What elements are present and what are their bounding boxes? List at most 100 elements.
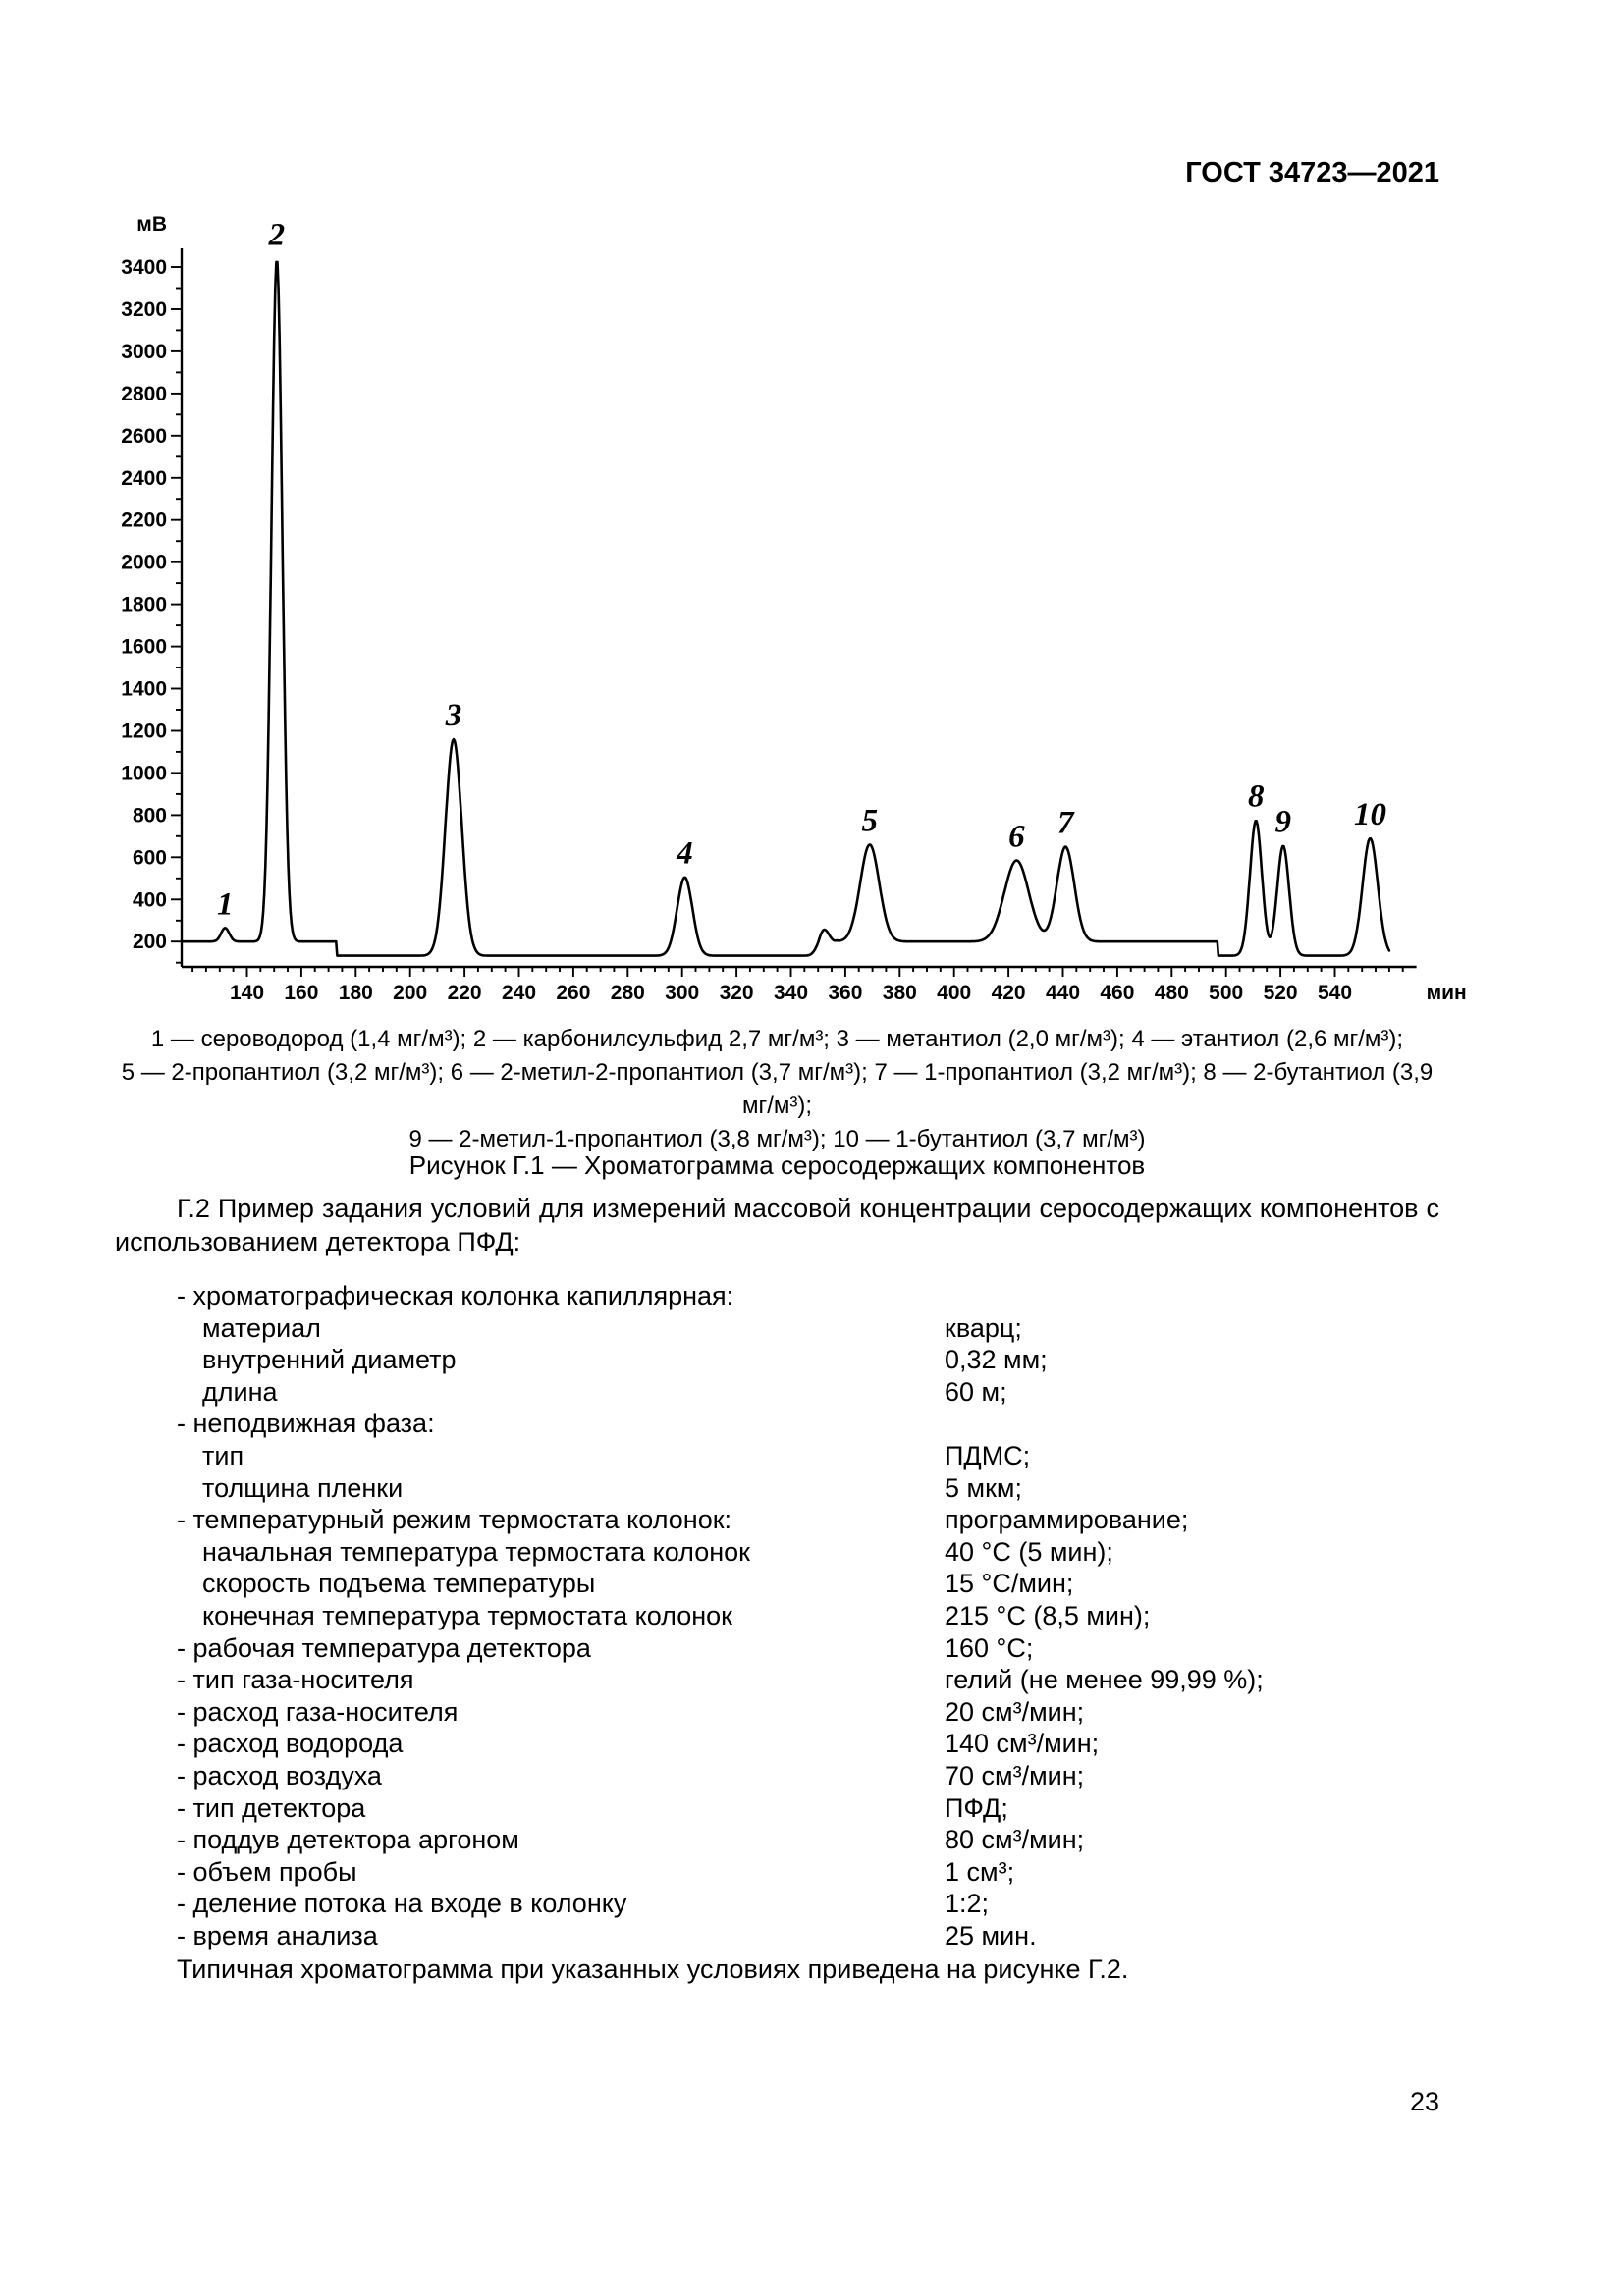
spec-label: - расход газа-носителя (177, 1696, 459, 1727)
svg-text:6: 6 (1008, 820, 1025, 855)
spec-row: длина 60 м; (115, 1376, 1439, 1409)
svg-text:3400: 3400 (121, 256, 167, 279)
chromatogram-svg: 2004006008001000120014001600180020002200… (121, 213, 1467, 1004)
spec-row: - объем пробы 1 см³; (115, 1856, 1439, 1889)
svg-text:440: 440 (1046, 982, 1080, 1004)
svg-text:3: 3 (445, 698, 462, 733)
spec-label: - неподвижная фаза: (177, 1409, 435, 1439)
svg-text:1000: 1000 (121, 762, 167, 784)
spec-row: скорость подъема температуры 15 °С/мин; (115, 1568, 1439, 1600)
spec-label: - тип газа-носителя (177, 1665, 414, 1695)
spec-label: - время анализа (177, 1920, 378, 1950)
figure-legend-line: 5 — 2-пропантиол (3,2 мг/м³); 6 — 2-мети… (121, 1059, 1434, 1119)
spec-list: - хроматографическая колонка капиллярная… (115, 1280, 1439, 1951)
svg-text:мин: мин (1427, 982, 1467, 1004)
spec-value: 80 см³/мин; (945, 1825, 1085, 1855)
svg-text:мВ: мВ (136, 213, 167, 236)
svg-text:600: 600 (133, 846, 167, 869)
spec-value: 60 м; (945, 1376, 1007, 1407)
spec-row: конечная температура термостата колонок 2… (115, 1600, 1439, 1632)
svg-text:380: 380 (883, 982, 917, 1004)
spec-label: - рабочая температура детектора (177, 1632, 591, 1663)
svg-text:520: 520 (1264, 982, 1298, 1004)
spec-value: 40 °С (5 мин); (945, 1536, 1113, 1567)
spec-value: программирование; (945, 1505, 1189, 1535)
document-title: ГОСТ 34723—2021 (1185, 157, 1439, 188)
svg-text:3000: 3000 (121, 341, 167, 363)
svg-text:140: 140 (230, 982, 264, 1004)
spec-row: материал кварц; (115, 1312, 1439, 1345)
spec-row: - расход водорода 140 см³/мин; (115, 1728, 1439, 1760)
svg-text:320: 320 (720, 982, 754, 1004)
spec-value: 215 °С (8,5 мин); (945, 1600, 1151, 1630)
svg-text:420: 420 (992, 982, 1026, 1004)
spec-row: - рабочая температура детектора 160 °С; (115, 1632, 1439, 1665)
spec-row: - деление потока на входе в колонку 1:2; (115, 1888, 1439, 1920)
spec-label: - тип детектора (177, 1792, 366, 1823)
spec-row: - хроматографическая колонка капиллярная… (115, 1280, 1439, 1312)
spec-value: 15 °С/мин; (945, 1569, 1074, 1599)
section-g2: Г.2 Пример задания условий для измерений… (115, 1192, 1439, 1986)
svg-text:220: 220 (448, 982, 482, 1004)
spec-value: ПФД; (945, 1792, 1008, 1823)
spec-label: - расход водорода (177, 1729, 404, 1759)
spec-row: - время анализа 25 мин. (115, 1920, 1439, 1952)
svg-text:800: 800 (133, 804, 167, 827)
svg-text:4: 4 (676, 836, 693, 872)
spec-value: 70 см³/мин; (945, 1760, 1085, 1790)
spec-value: 1 см³; (945, 1856, 1015, 1887)
spec-value: ПДМС; (945, 1440, 1031, 1470)
svg-text:8: 8 (1248, 779, 1265, 815)
figure-legend-line: 9 — 2-метил-1-пропантиол (3,8 мг/м³); 10… (408, 1126, 1146, 1152)
spec-label: длина (202, 1376, 278, 1407)
spec-label: начальная температура термостата колонок (202, 1536, 750, 1567)
svg-text:9: 9 (1275, 805, 1292, 840)
svg-text:260: 260 (556, 982, 590, 1004)
figure-caption: Рисунок Г.1 — Хроматограмма серосодержащ… (408, 1150, 1146, 1180)
svg-text:160: 160 (284, 982, 318, 1004)
spec-label: - деление потока на входе в колонку (177, 1889, 627, 1919)
chromatogram-figure: 200 400 600 800 1000 1200 1400 1600 1800 2000 2200… (103, 182, 1522, 1124)
svg-text:2: 2 (268, 217, 286, 252)
spec-label: внутренний диаметр (202, 1345, 457, 1375)
svg-text:180: 180 (339, 982, 373, 1004)
spec-row: - тип детектора ПФД; (115, 1792, 1439, 1825)
svg-text:1600: 1600 (121, 636, 167, 659)
svg-text:7: 7 (1057, 806, 1075, 841)
spec-label: - объем пробы (177, 1856, 357, 1887)
spec-label: - расход воздуха (177, 1760, 382, 1790)
figure-legend: 1 — сероводород (1,4 мг/м³); 2 — карбони… (115, 1023, 1439, 1156)
svg-text:1800: 1800 (121, 594, 167, 616)
spec-value: 0,32 мм; (945, 1345, 1048, 1375)
svg-text:400: 400 (937, 982, 971, 1004)
section-intro: Г.2 Пример задания условий для измерений… (115, 1194, 1439, 1256)
spec-row: - расход газа-носителя 20 см³/мин; (115, 1696, 1439, 1729)
spec-row: толщина пленки 5 мкм; (115, 1472, 1439, 1505)
svg-text:340: 340 (774, 982, 808, 1004)
svg-text:2400: 2400 (121, 467, 167, 490)
spec-label: конечная температура термостата колонок (202, 1600, 732, 1630)
spec-value: 1:2; (945, 1889, 990, 1919)
svg-text:240: 240 (502, 982, 536, 1004)
spec-label: материал (202, 1312, 321, 1343)
spec-row: - расход воздуха 70 см³/мин; (115, 1760, 1439, 1792)
svg-text:300: 300 (665, 982, 699, 1004)
spec-value: 20 см³/мин; (945, 1696, 1085, 1727)
spec-row: - неподвижная фаза: (115, 1408, 1439, 1440)
svg-text:2600: 2600 (121, 425, 167, 448)
svg-text:1400: 1400 (121, 678, 167, 701)
spec-value: 5 мкм; (945, 1472, 1022, 1503)
svg-text:500: 500 (1209, 982, 1243, 1004)
svg-text:2800: 2800 (121, 383, 167, 405)
svg-text:3200: 3200 (121, 298, 167, 321)
spec-value: 140 см³/мин; (945, 1729, 1100, 1759)
spec-label: - поддув детектора аргоном (177, 1825, 519, 1855)
svg-text:200: 200 (133, 931, 167, 953)
spec-label: тип (202, 1440, 244, 1470)
spec-label: скорость подъема температуры (202, 1569, 596, 1599)
spec-value: 160 °С; (945, 1632, 1034, 1663)
spec-value: кварц; (945, 1312, 1022, 1343)
figure-legend-line: 1 — сероводород (1,4 мг/м³); 2 — карбони… (150, 1026, 1404, 1052)
svg-text:360: 360 (828, 982, 862, 1004)
spec-label: - хроматографическая колонка капиллярная… (177, 1281, 734, 1310)
